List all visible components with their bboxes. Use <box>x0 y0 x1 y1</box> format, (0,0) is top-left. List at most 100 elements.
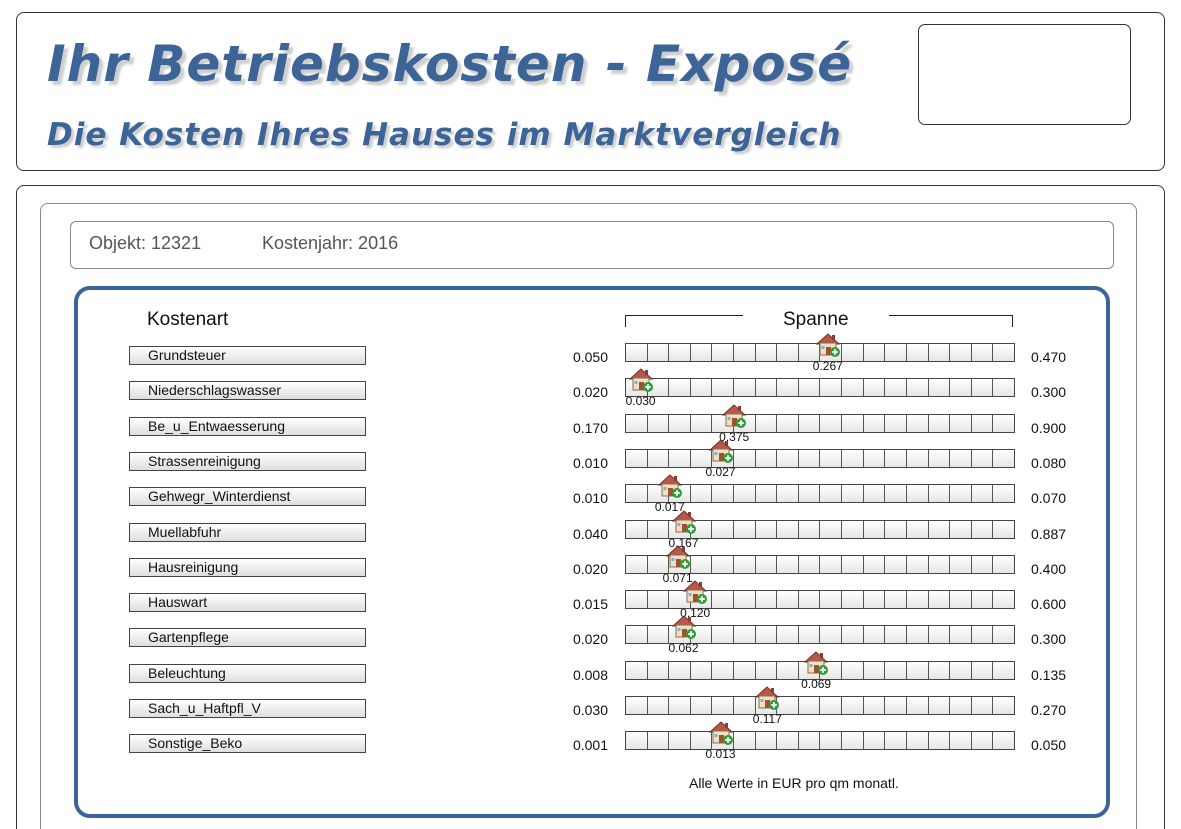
scale-segment <box>842 414 864 432</box>
scale-segment <box>928 520 951 538</box>
scale-segment <box>690 732 713 750</box>
scale-segment <box>755 661 778 679</box>
range-scale-bar <box>625 554 1015 574</box>
scale-segment <box>950 485 972 503</box>
house-plus-icon <box>815 332 841 358</box>
scale-segment <box>820 697 843 714</box>
range-scale-bar <box>625 731 1015 751</box>
range-max-value: 0.050 <box>1031 737 1067 754</box>
cost-row: Sonstige_Beko 0.001 0.050 0.013 <box>78 721 1106 764</box>
cost-row: Hauswart 0.015 0.600 0.120 <box>78 580 1106 623</box>
scale-segment <box>950 449 972 467</box>
scale-segment <box>950 732 972 750</box>
range-max-value: 0.070 <box>1031 490 1067 507</box>
scale-segment <box>647 555 670 573</box>
cost-row: Strassenreinigung 0.010 0.080 0.027 <box>78 439 1106 482</box>
range-min-value: 0.001 <box>572 737 608 754</box>
house-cost-value: 0.071 <box>662 570 693 585</box>
scale-segment <box>993 520 1014 538</box>
scale-segment <box>690 626 713 644</box>
scale-segment <box>863 732 886 750</box>
scale-segment <box>690 697 713 714</box>
scale-segment <box>906 520 929 538</box>
scale-segment <box>777 344 799 361</box>
scale-segment <box>647 414 670 432</box>
scale-segment <box>993 661 1014 679</box>
cost-type-label: Gehwegr_Winterdienst <box>129 487 366 507</box>
column-header-kostenart: Kostenart <box>147 309 229 330</box>
scale-segment <box>885 555 907 573</box>
house-cost-value: 0.017 <box>654 500 685 515</box>
range-max-value: 0.600 <box>1031 596 1067 613</box>
scale-segment <box>950 344 972 361</box>
scale-segment <box>842 591 864 609</box>
scale-segment <box>842 697 864 714</box>
cost-row: Gartenpflege 0.020 0.300 0.062 <box>78 615 1106 658</box>
scale-segment <box>798 379 821 397</box>
range-max-value: 0.300 <box>1031 631 1067 648</box>
scale-segment <box>734 732 756 750</box>
scale-segment <box>734 344 756 361</box>
range-min-value: 0.020 <box>572 631 608 648</box>
scale-segment <box>626 661 648 679</box>
range-scale-bar <box>625 343 1015 362</box>
scale-segment <box>647 732 670 750</box>
scale-segment <box>971 379 994 397</box>
cost-type-label: Niederschlagswasser <box>129 381 366 401</box>
scale-segment <box>993 379 1014 397</box>
scale-segment <box>777 697 799 714</box>
scale-segment <box>950 520 972 538</box>
scale-segment <box>993 344 1014 361</box>
scale-segment <box>971 591 994 609</box>
house-cost-value: 0.013 <box>705 747 736 762</box>
scale-segment <box>928 661 951 679</box>
scale-segment <box>712 591 735 609</box>
house-plus-icon <box>665 544 691 570</box>
scale-segment <box>755 414 778 432</box>
house-plus-icon <box>682 579 708 605</box>
scale-segment <box>712 697 735 714</box>
scale-segment <box>798 732 821 750</box>
report-body: Objekt: 12321 Kostenjahr: 2016 Kostenart… <box>16 185 1165 829</box>
cost-type-label: Sach_u_Haftpfl_V <box>129 699 366 718</box>
scale-segment <box>626 591 648 609</box>
scale-segment <box>863 414 886 432</box>
scale-segment <box>950 414 972 432</box>
scale-segment <box>647 520 670 538</box>
scale-segment <box>885 449 907 467</box>
scale-segment <box>777 591 799 609</box>
scale-segment <box>690 661 713 679</box>
scale-segment <box>842 555 864 573</box>
scale-segment <box>928 626 951 644</box>
scale-segment <box>669 697 691 714</box>
scale-segment <box>950 591 972 609</box>
range-scale-bar <box>625 448 1015 468</box>
house-cost-value: 0.069 <box>801 676 832 691</box>
scale-segment <box>950 626 972 644</box>
scale-segment <box>906 591 929 609</box>
scale-segment <box>734 626 756 644</box>
house-cost-value: 0.117 <box>752 712 782 726</box>
scale-segment <box>626 555 648 573</box>
column-header-spanne: Spanne <box>783 309 849 330</box>
scale-segment <box>777 555 799 573</box>
scale-segment <box>690 449 713 467</box>
report-inner-frame: Objekt: 12321 Kostenjahr: 2016 Kostenart… <box>40 203 1137 829</box>
scale-segment <box>820 732 843 750</box>
scale-segment <box>755 626 778 644</box>
object-id-text: Objekt: 12321 <box>89 233 202 253</box>
cost-row: Gehwegr_Winterdienst 0.010 0.070 0.017 <box>78 474 1106 517</box>
scale-segment <box>863 485 886 503</box>
range-max-value: 0.470 <box>1031 349 1067 365</box>
scale-segment <box>863 626 886 644</box>
scale-segment <box>798 697 821 714</box>
scale-segment <box>626 485 648 503</box>
scale-segment <box>669 449 691 467</box>
scale-segment <box>798 555 821 573</box>
scale-segment <box>885 661 907 679</box>
scale-segment <box>820 591 843 609</box>
scale-segment <box>755 520 778 538</box>
scale-segment <box>712 379 735 397</box>
house-cost-value: 0.267 <box>812 359 843 373</box>
scale-segment <box>712 661 735 679</box>
